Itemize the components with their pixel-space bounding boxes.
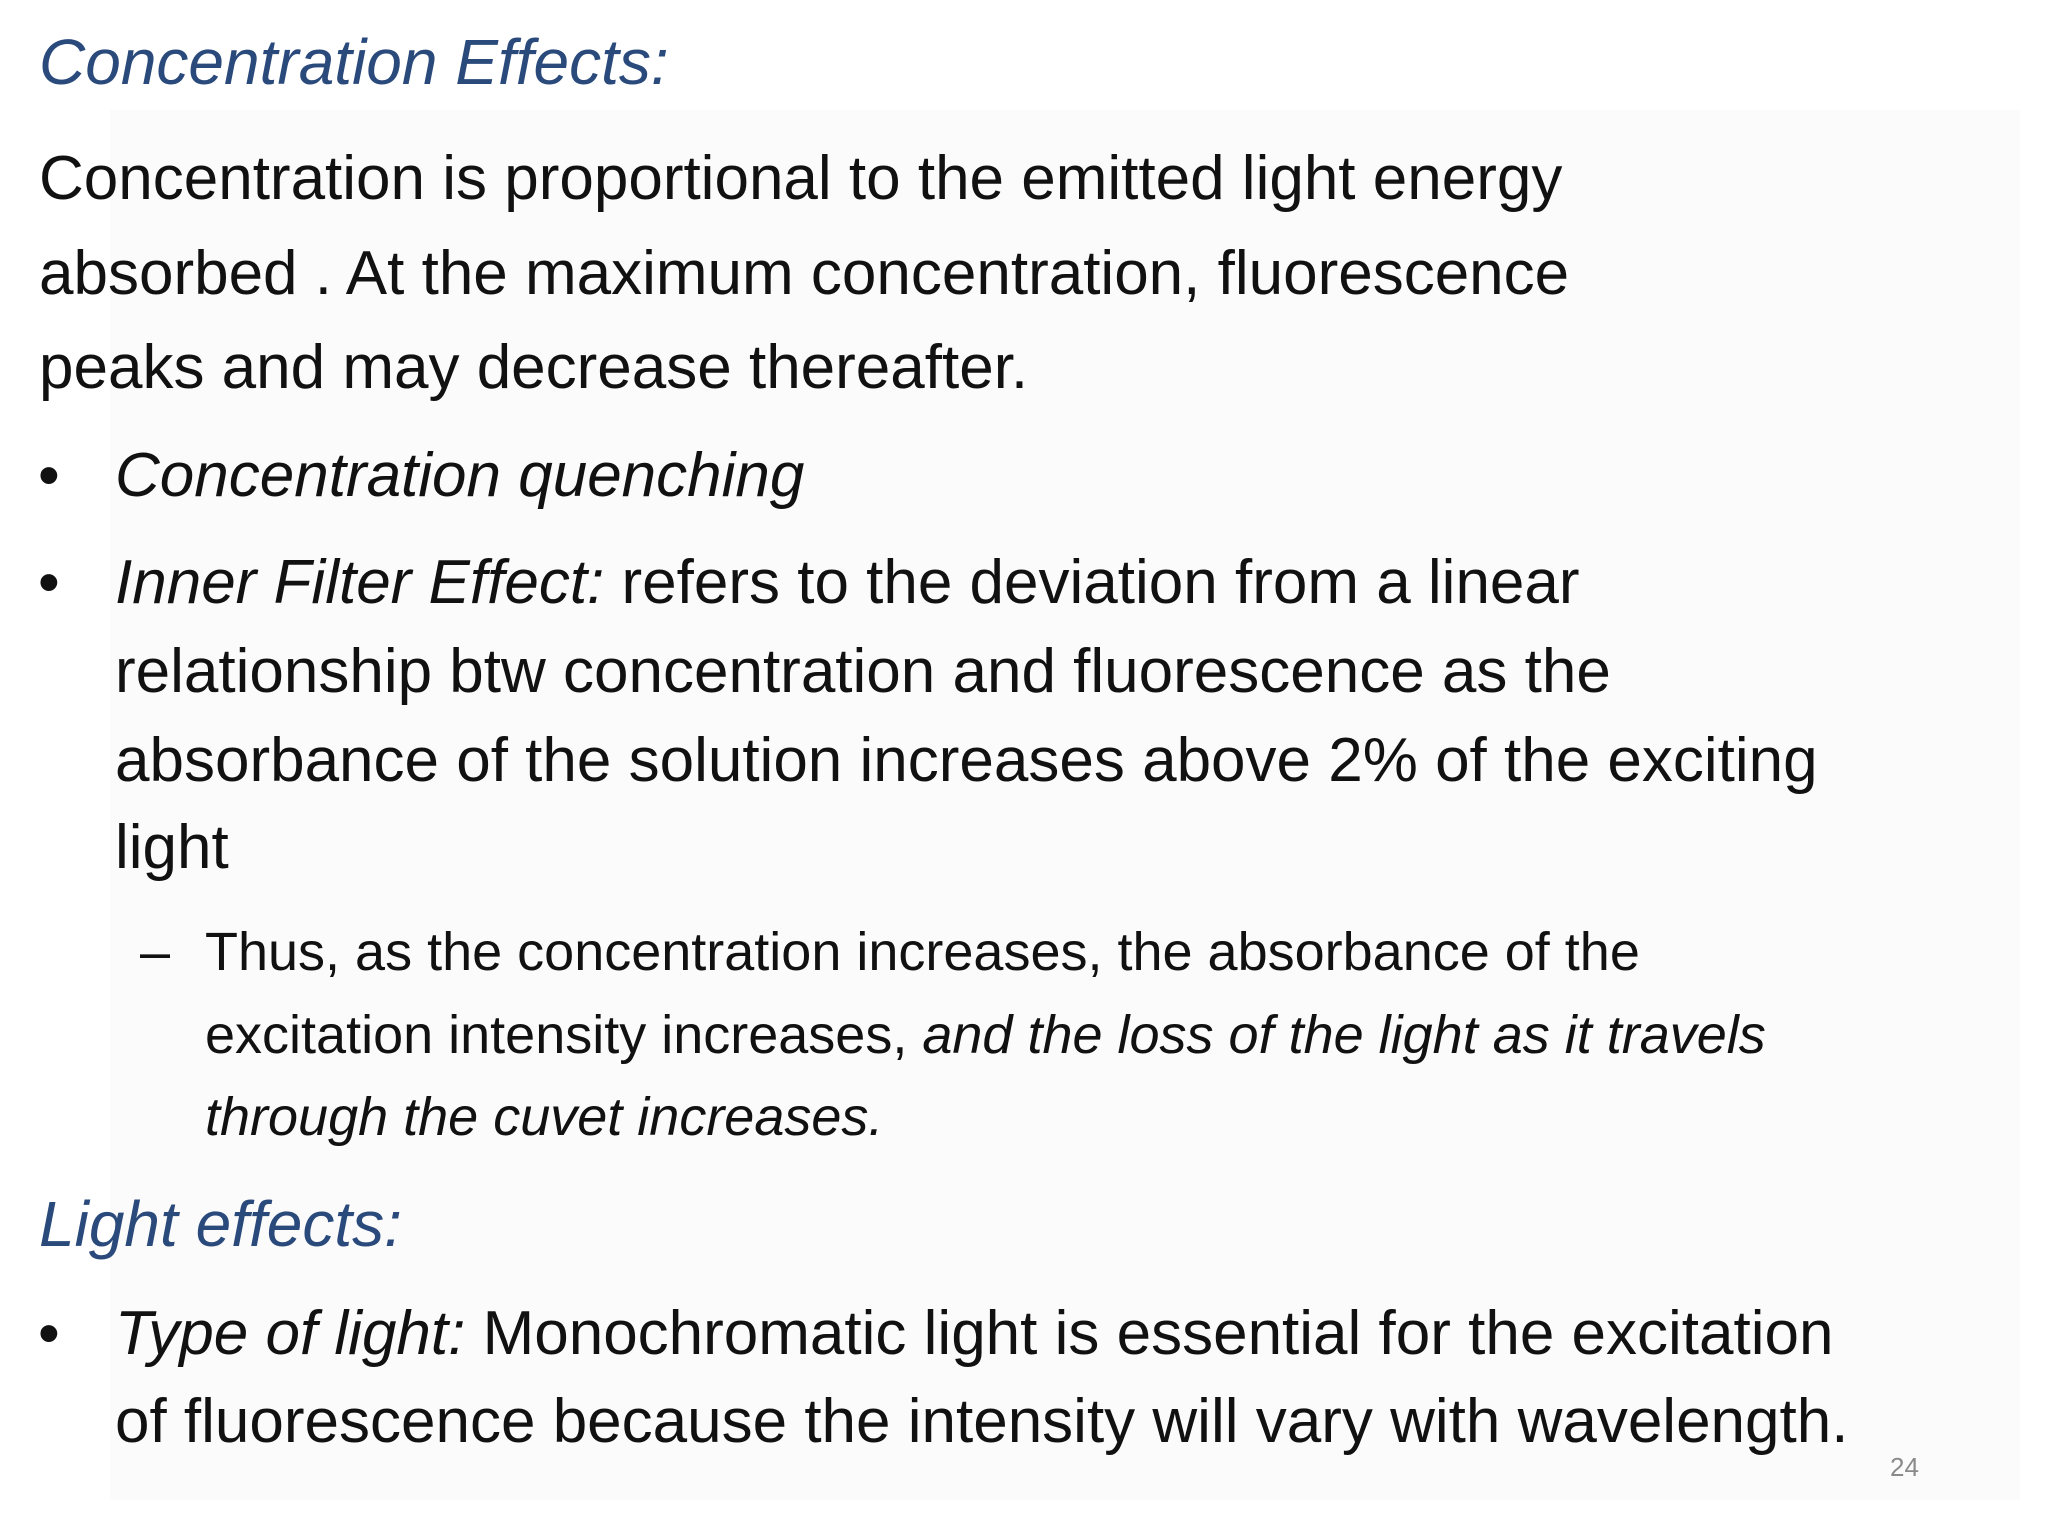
text-line: Concentration is proportional to the emi…	[39, 148, 1562, 210]
heading: Concentration Effects:	[39, 26, 669, 98]
text-line: Thus, as the concentration increases, th…	[205, 925, 1640, 979]
text-segment: of fluorescence because the intensity wi…	[115, 1387, 1849, 1456]
text-segment: absorbed . At the maximum concentration,…	[39, 239, 1570, 308]
text-segment: absorbance of the solution increases abo…	[115, 726, 1818, 795]
bullet: •	[38, 548, 60, 617]
bullet: •	[38, 441, 60, 510]
text-line: absorbed . At the maximum concentration,…	[39, 243, 1569, 305]
text-segment: Inner Filter Effect:	[115, 548, 605, 617]
text-segment: Type of light:	[115, 1299, 466, 1368]
bullet: •	[38, 1299, 60, 1368]
text-line: Concentration quenching	[115, 445, 804, 507]
text-segment: and the loss of the light as it travels	[907, 1005, 1766, 1065]
heading: Light effects:	[39, 1188, 402, 1260]
text-segment: refers to the deviation from a linear	[604, 548, 1580, 617]
text-segment: through the cuvet increases.	[205, 1087, 884, 1147]
text-line: peaks and may decrease thereafter.	[39, 337, 1028, 399]
text-segment: Thus, as the concentration increases, th…	[205, 922, 1640, 982]
text-line: Type of light: Monochromatic light is es…	[115, 1303, 1833, 1365]
page-number: 24	[1890, 1452, 1919, 1482]
panel	[110, 110, 2020, 1500]
text-line: absorbance of the solution increases abo…	[115, 730, 1818, 792]
text-line: through the cuvet increases.	[205, 1090, 883, 1144]
text-line: light	[115, 817, 229, 879]
text-line: relationship btw concentration and fluor…	[115, 641, 1611, 703]
dash: –	[140, 922, 171, 982]
text-segment: Monochromatic light is essential for the…	[465, 1299, 1834, 1368]
text-segment: light	[115, 813, 229, 882]
text-line: Inner Filter Effect: refers to the devia…	[115, 552, 1580, 614]
text-segment: Concentration quenching	[115, 441, 805, 510]
text-line: of fluorescence because the intensity wi…	[115, 1391, 1848, 1453]
text-segment: Concentration is proportional to the emi…	[39, 144, 1563, 213]
text-segment: peaks and may decrease thereafter.	[39, 333, 1029, 402]
text-line: excitation intensity increases, and the …	[205, 1008, 1766, 1062]
text-segment: relationship btw concentration and fluor…	[115, 637, 1611, 706]
text-segment: excitation intensity increases,	[205, 1005, 908, 1065]
